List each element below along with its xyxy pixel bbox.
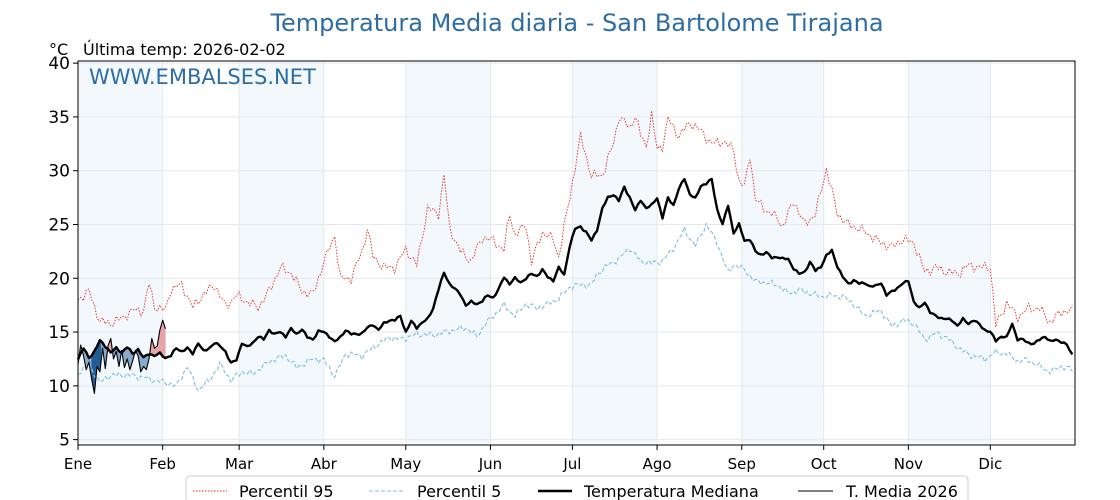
- legend-label-p95: Percentil 95: [239, 482, 334, 500]
- x-tick-label-feb: Feb: [149, 455, 176, 473]
- series-line-temperatura-mediana: [76, 177, 1074, 364]
- x-tick-label-abr: Abr: [311, 455, 338, 473]
- anomaly-fill-segment: [164, 326, 166, 359]
- month-bands: [78, 61, 991, 445]
- series-line-percentil-5: [77, 222, 1073, 391]
- y-tick-label: 35: [48, 108, 70, 128]
- x-tick-label-jul: Jul: [562, 455, 581, 473]
- legend-label-2026: T. Media 2026: [845, 482, 958, 500]
- plot-frame: [77, 60, 1076, 446]
- month-band-nov: [908, 61, 991, 445]
- y-tick-label: 30: [48, 162, 70, 182]
- x-tick-label-oct: Oct: [811, 455, 837, 473]
- x-tick-label-nov: Nov: [894, 455, 923, 473]
- y-tick-label: 20: [48, 269, 70, 289]
- x-tick-label-mar: Mar: [225, 455, 254, 473]
- x-tick-label-jun: Jun: [478, 455, 502, 473]
- grid-lines: [78, 61, 1075, 445]
- x-tick-label-ago: Ago: [643, 455, 672, 473]
- x-tick-label-sep: Sep: [728, 455, 756, 473]
- y-tick-label: 5: [59, 431, 70, 451]
- y-axis: 5 10 15 20 25 30 35 40: [48, 54, 78, 451]
- series-line-t-media-2026: [77, 319, 166, 394]
- legend-label-p5: Percentil 5: [417, 482, 501, 500]
- legend-label-median: Temperatura Mediana: [583, 482, 759, 500]
- y-tick-label: 10: [48, 377, 70, 397]
- y-unit-label: °C: [49, 40, 68, 59]
- month-band-may: [405, 61, 491, 445]
- y-tick-label: 15: [48, 323, 70, 343]
- month-band-mar: [239, 61, 324, 445]
- x-axis: Ene Feb Mar Abr May Jun Jul Ago Sep Oct Nov Dic: [64, 445, 1002, 473]
- series-lines: [76, 110, 1074, 394]
- y-tick-label: 40: [48, 54, 70, 74]
- month-band-ene: [78, 61, 163, 445]
- month-band-jul: [572, 61, 658, 445]
- last-temp-label: Última temp: 2026-02-02: [83, 40, 286, 59]
- legend-box: [185, 475, 969, 500]
- legend: Percentil 95 Percentil 5 Temperatura Med…: [185, 475, 969, 500]
- series-line-percentil-95: [77, 110, 1073, 328]
- chart-title: Temperatura Media diaria - San Bartolome…: [269, 9, 883, 37]
- watermark: WWW.EMBALSES.NET: [89, 65, 316, 89]
- y-tick-label: 25: [48, 215, 70, 235]
- x-tick-label-ene: Ene: [64, 455, 92, 473]
- month-band-sep: [741, 61, 824, 445]
- x-tick-label-dic: Dic: [978, 455, 1002, 473]
- x-tick-label-may: May: [390, 455, 421, 473]
